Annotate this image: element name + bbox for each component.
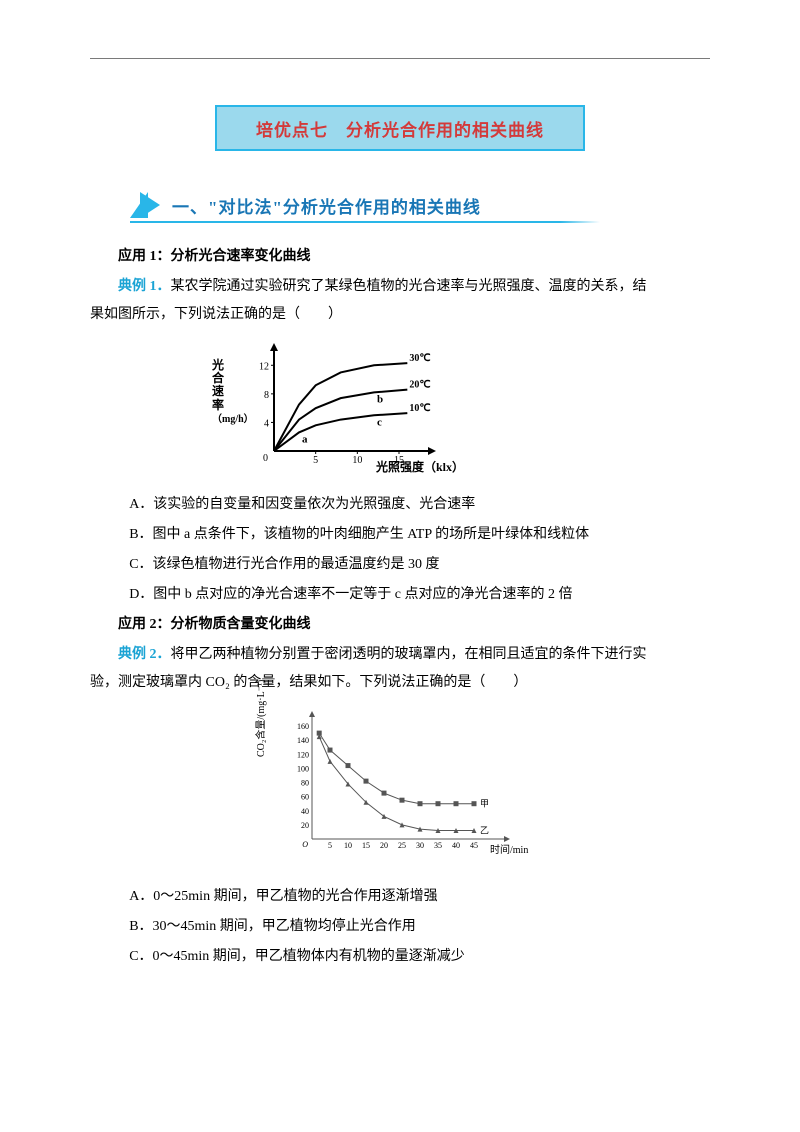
section-header: 一、"对比法"分析光合作用的相关曲线 [130,189,560,223]
section-label: 一、"对比法"分析光合作用的相关曲线 [172,193,481,218]
svg-text:12: 12 [259,361,269,372]
svg-text:20℃: 20℃ [409,380,430,391]
svg-text:40: 40 [452,841,460,850]
chart1: 光合速率 （mg/h） 048125101510℃20℃30℃abc 光照强度（… [220,337,470,487]
page-title: 培优点七 分析光合作用的相关曲线 [256,116,544,141]
svg-text:b: b [377,393,383,405]
svg-text:10: 10 [352,455,362,463]
chart1-ylabel-main: 光合速率 [212,358,224,412]
svg-text:140: 140 [297,736,309,745]
svg-text:c: c [377,416,382,428]
page-title-box: 培优点七 分析光合作用的相关曲线 [215,105,585,151]
svg-text:O: O [302,840,308,849]
app2-optB: B．30～45min 期间，甲乙植物均停止光合作用 [90,913,710,941]
chart2-ylabel: CO₂含量/(mg·L⁻¹) [252,680,272,757]
chart1-xlabel: 光照强度（klx） [376,455,464,479]
content-body: 应用 1：分析光合速率变化曲线 典例 1．某农学院通过实验研究了某绿色植物的光合… [90,243,710,971]
svg-text:120: 120 [297,750,309,759]
svg-text:30: 30 [416,841,424,850]
app2-stem-line1: 典例 2．将甲乙两种植物分别置于密闭透明的玻璃罩内，在相同且适宜的条件下进行实 [90,641,710,669]
app2-optA: A．0～25min 期间，甲乙植物的光合作用逐渐增强 [90,883,710,911]
chart2-plot: O 20 40 60 80 100 120 140 160 5 10 15 20 25 30 35 40 45 甲乙 [290,711,510,851]
chart1-ylabel: 光合速率 （mg/h） [212,359,226,425]
svg-text:20: 20 [380,841,388,850]
app2-stem-line2: 验，测定玻璃罩内 CO₂ 的含量，结果如下。下列说法正确的是（ ） [90,669,710,697]
svg-text:5: 5 [328,841,332,850]
app1-stem1: 某农学院通过实验研究了某绿色植物的光合速率与光照强度、温度的关系，结 [171,279,647,294]
chart2: CO₂含量/(mg·L⁻¹) O204060801001201401605101… [250,707,550,877]
page-top-rule [90,58,710,59]
app1-optC: C．该绿色植物进行光合作用的最适温度约是 30 度 [90,551,710,579]
dianli1-label: 典例 1． [118,279,171,294]
svg-text:160: 160 [297,722,309,731]
svg-text:60: 60 [301,793,309,802]
svg-text:乙: 乙 [480,826,489,836]
svg-text:100: 100 [297,764,309,773]
app1-stem-line1: 典例 1．某农学院通过实验研究了某绿色植物的光合速率与光照强度、温度的关系，结 [90,273,710,301]
app1-stem-line2: 果如图所示，下列说法正确的是（ ） [90,301,710,329]
svg-text:5: 5 [313,455,318,463]
svg-text:25: 25 [398,841,406,850]
app1-optA: A．该实验的自变量和因变量依次为光照强度、光合速率 [90,491,710,519]
svg-text:8: 8 [264,390,269,401]
app1-optB: B．图中 a 点条件下，该植物的叶肉细胞产生 ATP 的场所是叶绿体和线粒体 [90,521,710,549]
chart2-xlabel: 时间/min [490,841,528,861]
svg-text:10: 10 [344,841,352,850]
svg-text:4: 4 [264,418,269,429]
app2-stem1: 将甲乙两种植物分别置于密闭透明的玻璃罩内，在相同且适宜的条件下进行实 [171,647,647,662]
chart1-ylabel-unit: （mg/h） [212,414,254,425]
app2-optC: C．0～45min 期间，甲乙植物体内有机物的量逐渐减少 [90,943,710,971]
svg-text:甲: 甲 [480,799,489,809]
svg-text:40: 40 [301,807,309,816]
svg-text:0: 0 [263,453,268,463]
svg-text:30℃: 30℃ [409,353,430,364]
svg-text:45: 45 [470,841,478,850]
svg-text:10℃: 10℃ [409,403,430,414]
svg-text:15: 15 [362,841,370,850]
arrow-icon [130,192,166,218]
app1-optD: D．图中 b 点对应的净光合速率不一定等于 c 点对应的净光合速率的 2 倍 [90,581,710,609]
svg-text:20: 20 [301,821,309,830]
dianli2-label: 典例 2． [118,647,171,662]
svg-text:35: 35 [434,841,442,850]
chart1-plot: 048125101510℃20℃30℃abc [256,343,436,463]
app1-heading: 应用 1：分析光合速率变化曲线 [90,243,710,271]
svg-text:80: 80 [301,779,309,788]
app2-heading: 应用 2：分析物质含量变化曲线 [90,611,710,639]
svg-text:a: a [302,433,308,445]
